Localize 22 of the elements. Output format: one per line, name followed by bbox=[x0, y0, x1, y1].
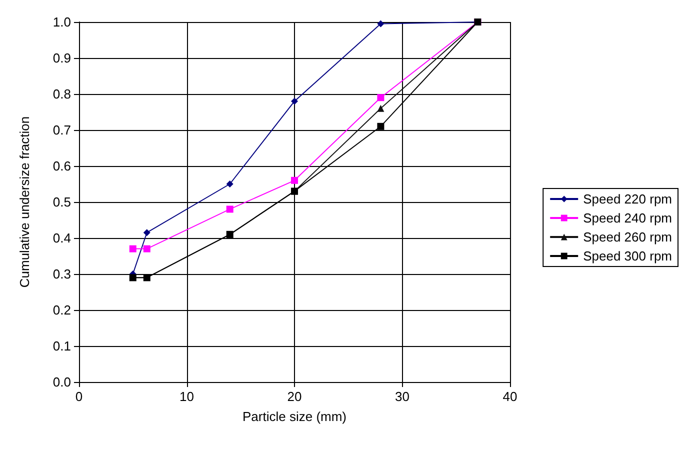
x-tick-label: 20 bbox=[287, 389, 302, 404]
x-axis-title: Particle size (mm) bbox=[242, 409, 347, 424]
y-tick-label: 0.2 bbox=[52, 302, 71, 318]
legend-label: Speed 260 rpm bbox=[583, 230, 672, 244]
x-tick-label: 40 bbox=[502, 389, 518, 404]
y-tick-label: 0.6 bbox=[52, 158, 71, 174]
legend-label: Speed 220 rpm bbox=[583, 192, 672, 206]
x-tick-label: 0 bbox=[75, 389, 83, 404]
y-tick-label: 0.5 bbox=[52, 194, 71, 210]
y-tick-label: 0.0 bbox=[52, 374, 71, 390]
x-tick-label: 10 bbox=[180, 389, 194, 404]
y-tick-label: 0.7 bbox=[52, 122, 71, 138]
y-tick-label: 0.3 bbox=[52, 266, 71, 282]
y-tick-label: 1.0 bbox=[52, 14, 71, 30]
y-tick-label: 0.9 bbox=[52, 50, 71, 66]
legend-label: Speed 300 rpm bbox=[583, 248, 672, 264]
y-tick-label: 0.1 bbox=[52, 338, 71, 354]
y-tick-label: 0.4 bbox=[52, 230, 71, 246]
x-tick-label: 30 bbox=[395, 389, 410, 404]
y-axis-title: Cumulative undersize fraction bbox=[17, 116, 32, 288]
legend-label: Speed 240 rpm bbox=[583, 210, 672, 226]
y-tick-label: 0.8 bbox=[52, 86, 71, 102]
